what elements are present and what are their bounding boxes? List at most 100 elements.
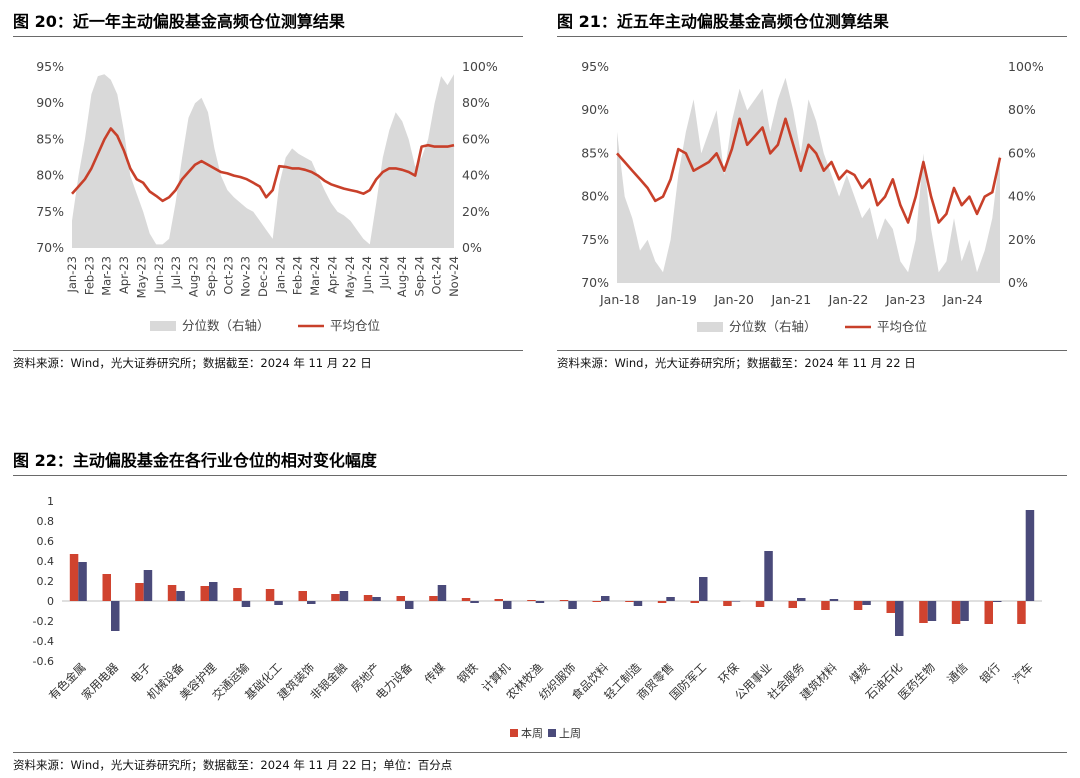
- percentile-area: [72, 74, 454, 248]
- x-tick-label: Jan-20: [713, 292, 754, 307]
- bar-this-week: [853, 601, 863, 610]
- fig20-title: 图 20：近一年主动偏股基金高频仓位测算结果: [13, 12, 345, 31]
- y-right-tick-label: 40%: [462, 168, 490, 183]
- x-tick-label: Apr-23: [117, 256, 131, 294]
- y-tick-label: 0.4: [37, 555, 55, 568]
- legend-line-label: 平均仓位: [330, 318, 380, 333]
- x-tick-label: Dec-23: [256, 256, 270, 297]
- fig22-title: 图 22：主动偏股基金在各行业仓位的相对变化幅度: [13, 451, 377, 470]
- y-tick-label: 1: [47, 495, 54, 508]
- bar-this-week: [984, 601, 993, 624]
- bar-last-week: [764, 551, 773, 601]
- x-tick-label: Jun-23: [152, 256, 166, 294]
- category-label: 非银金融: [307, 660, 350, 703]
- bar-last-week: [666, 597, 675, 601]
- bar-last-week: [209, 582, 218, 601]
- y-right-tick-label: 100%: [462, 59, 498, 74]
- x-tick-label: Jul-23: [169, 256, 183, 290]
- bar-last-week: [927, 601, 937, 621]
- y-right-tick-label: 0%: [1008, 275, 1028, 290]
- bar-last-week: [993, 601, 1002, 602]
- y-left-tick-label: 90%: [36, 95, 64, 110]
- category-label: 家用电器: [79, 660, 122, 703]
- y-right-tick-label: 20%: [462, 204, 490, 219]
- y-left-tick-label: 90%: [581, 102, 609, 117]
- y-left-tick-label: 70%: [581, 275, 609, 290]
- fig21-source-rule: [557, 350, 1067, 351]
- y-left-tick-label: 70%: [36, 240, 64, 255]
- bar-this-week: [625, 601, 634, 602]
- y-right-tick-label: 100%: [1008, 59, 1044, 74]
- category-label: 银行: [977, 660, 1003, 686]
- bar-this-week: [690, 601, 699, 603]
- avg-position-line: [616, 117, 1002, 224]
- legend-area-swatch: [697, 322, 723, 332]
- y-left-tick-label: 85%: [36, 131, 64, 146]
- bar-this-week: [69, 554, 79, 601]
- y-left-tick-label: 80%: [36, 168, 64, 183]
- x-tick-label: Sep-24: [412, 256, 426, 296]
- x-tick-label: Aug-24: [395, 256, 409, 297]
- x-tick-label: Jan-18: [599, 292, 640, 307]
- bar-this-week: [102, 574, 111, 601]
- bar-last-week: [176, 591, 185, 601]
- legend-line-label: 平均仓位: [877, 319, 927, 334]
- bar-last-week: [829, 599, 839, 601]
- bar-last-week: [274, 601, 283, 605]
- y-right-tick-label: 80%: [462, 95, 490, 110]
- x-tick-label: Jan-24: [273, 256, 287, 294]
- bar-last-week: [731, 601, 741, 602]
- bar-this-week: [559, 600, 569, 601]
- x-tick-label: Feb-24: [291, 256, 305, 295]
- category-label: 电子: [128, 660, 154, 686]
- category-label: 钢铁: [454, 660, 481, 687]
- bar-last-week: [960, 601, 969, 621]
- x-tick-label: Oct-23: [221, 256, 235, 295]
- bar-last-week: [568, 601, 577, 609]
- category-label: 传媒: [422, 660, 449, 687]
- bar-last-week: [78, 562, 87, 601]
- x-tick-label: Aug-23: [187, 256, 201, 297]
- fig21-title: 图 21：近五年主动偏股基金高频仓位测算结果: [557, 12, 889, 31]
- category-label: 医药生物: [895, 660, 937, 702]
- x-tick-label: Mar-23: [100, 256, 114, 296]
- bar-last-week: [405, 601, 414, 609]
- category-label: 煤炭: [846, 660, 872, 686]
- bar-last-week: [862, 601, 871, 605]
- y-right-tick-label: 20%: [1008, 232, 1036, 247]
- y-right-tick-label: 60%: [462, 131, 490, 146]
- x-tick-label: Jul-24: [378, 256, 392, 290]
- y-right-tick-label: 80%: [1008, 102, 1036, 117]
- bar-this-week: [494, 599, 503, 601]
- y-left-tick-label: 75%: [581, 232, 609, 247]
- category-label: 汽车: [1010, 660, 1036, 686]
- bar-last-week: [307, 601, 316, 604]
- bar-this-week: [592, 601, 601, 602]
- legend-area-label: 分位数（右轴）: [729, 319, 817, 334]
- bar-this-week: [821, 601, 830, 610]
- bar-this-week: [723, 601, 732, 606]
- percentile-area: [617, 77, 1000, 283]
- bar-this-week: [919, 601, 928, 623]
- bar-last-week: [143, 570, 153, 601]
- x-tick-label: Nov-23: [239, 256, 253, 297]
- fig22-source-rule: [13, 752, 1067, 753]
- legend-last-week-label: 上周: [559, 727, 581, 740]
- bar-last-week: [241, 601, 251, 607]
- bar-this-week: [200, 586, 209, 601]
- category-label: 建筑材料: [797, 660, 840, 703]
- x-tick-label: Nov-24: [447, 256, 461, 297]
- x-tick-label: Oct-24: [430, 256, 444, 295]
- y-left-tick-label: 80%: [581, 189, 609, 204]
- y-left-tick-label: 75%: [36, 204, 64, 219]
- x-tick-label: Apr-24: [325, 256, 339, 294]
- bar-this-week: [657, 601, 667, 603]
- fig21-title-rule: [557, 36, 1067, 37]
- bar-last-week: [895, 601, 904, 636]
- x-tick-label: Jan-22: [828, 292, 869, 307]
- bar-last-week: [633, 601, 643, 606]
- y-tick-label: -0.6: [33, 655, 54, 668]
- bar-this-week: [298, 591, 307, 601]
